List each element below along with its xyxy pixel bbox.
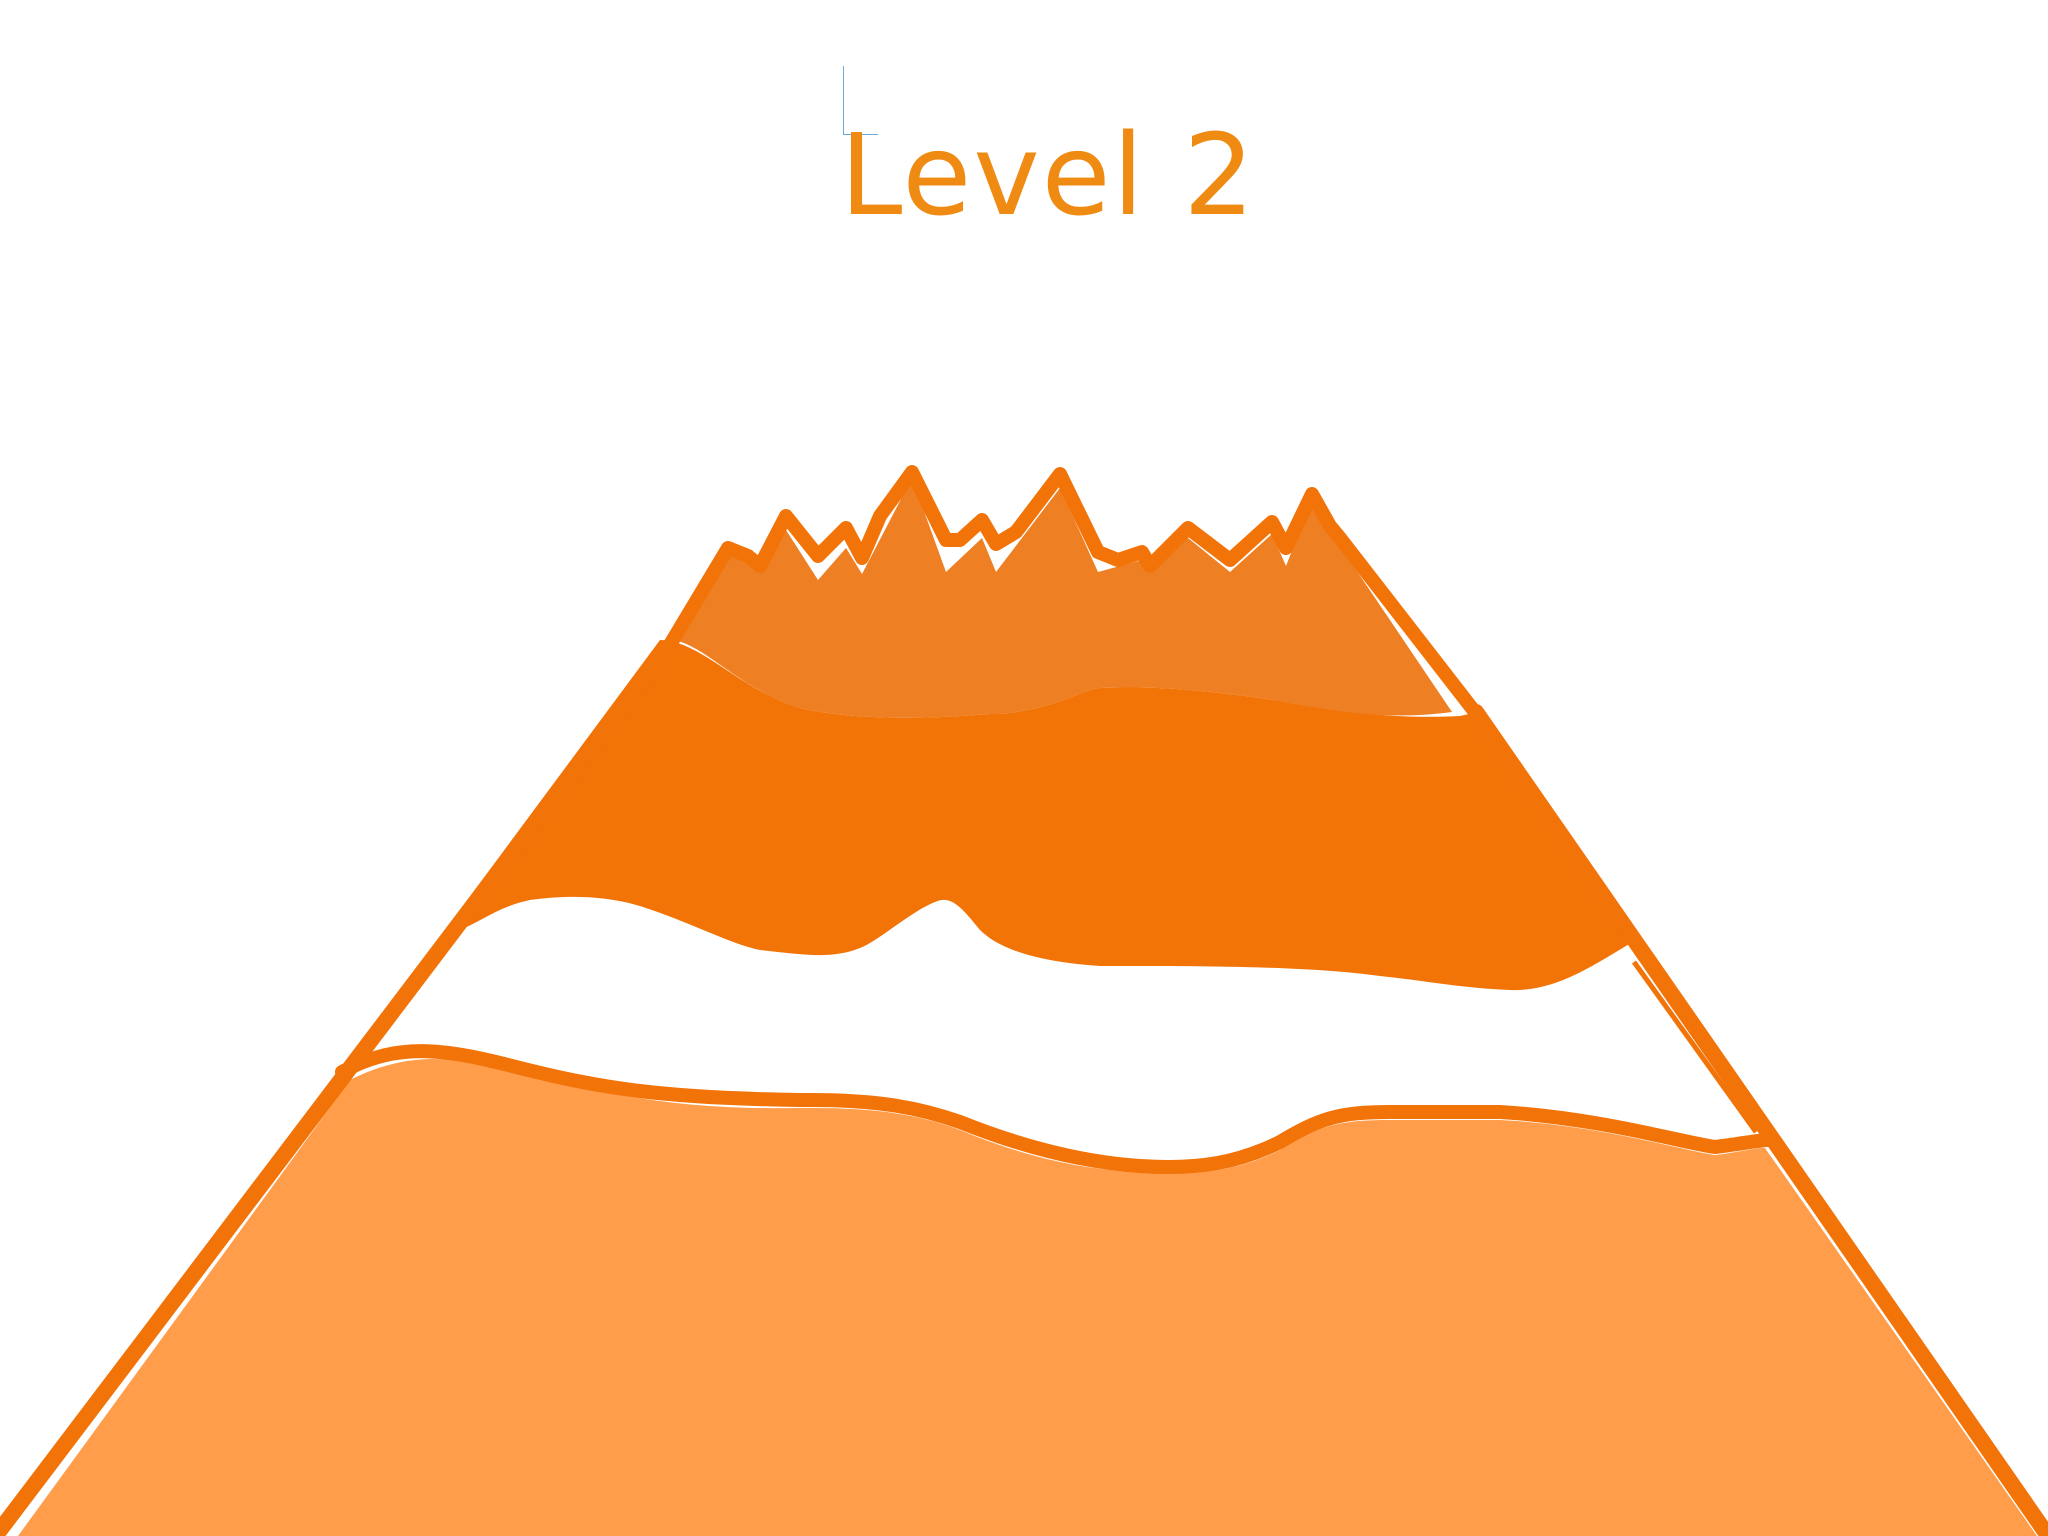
upper-band bbox=[448, 640, 1640, 991]
summit-cap bbox=[670, 478, 1452, 718]
lower-band-edge bbox=[335, 1044, 1775, 1174]
level-title: Level 2 bbox=[840, 111, 1257, 241]
text-cursor-marker bbox=[843, 66, 878, 135]
gap-left-edge bbox=[367, 928, 461, 1052]
gap-right-edge bbox=[1631, 960, 1759, 1134]
mountain-left-outline bbox=[0, 640, 676, 1536]
mountain-right-outline bbox=[1468, 704, 2048, 1536]
summit-outline bbox=[661, 465, 1485, 723]
lower-band bbox=[18, 1059, 2037, 1536]
